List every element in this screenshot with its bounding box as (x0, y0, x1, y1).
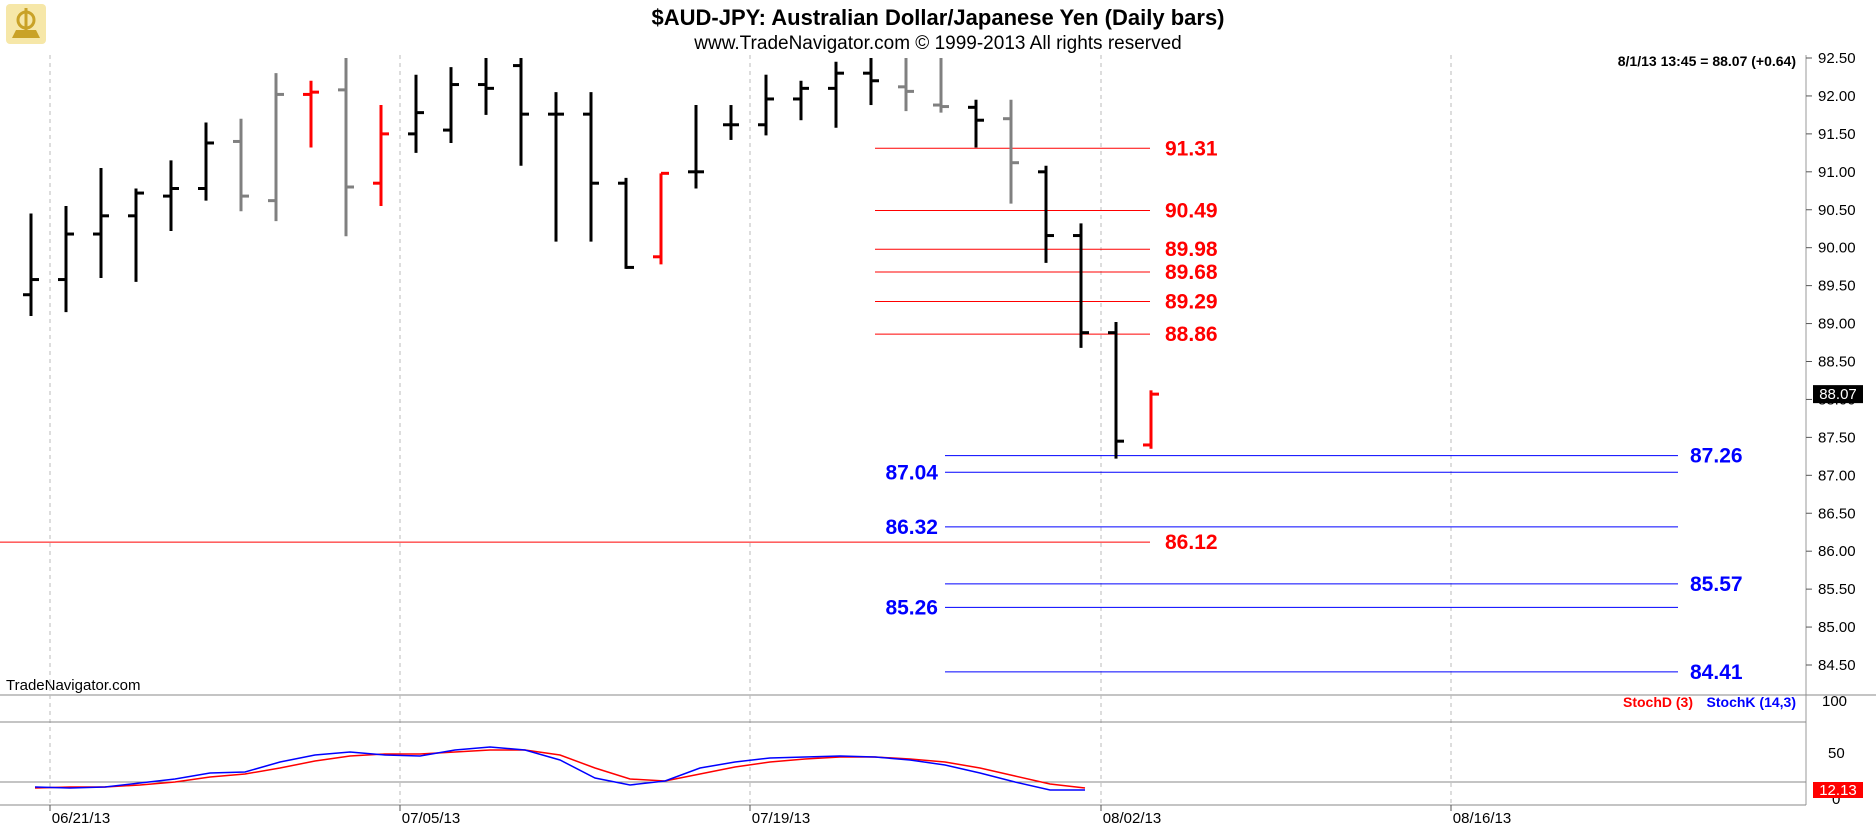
y-tick-label: 92.50 (1818, 50, 1856, 67)
stochk-line (34, 746, 1085, 791)
ohlc-bar (198, 122, 214, 201)
chart-subtitle: www.TradeNavigator.com © 1999-2013 All r… (693, 33, 1181, 54)
ohlc-bar (898, 58, 914, 112)
ohlc-bar (478, 58, 494, 115)
ohlc-bar (688, 105, 704, 189)
ohlc-bar (93, 168, 109, 279)
ohlc-bar (583, 92, 599, 242)
ohlc-bar (1003, 99, 1019, 204)
last-price-label: 88.07 (1819, 386, 1857, 403)
quote-readout: 8/1/13 13:45 = 88.07 (+0.64) (1618, 53, 1796, 69)
y-tick-label: 89.00 (1818, 316, 1856, 333)
ohlc-bar (758, 74, 774, 136)
resistance-label: 88.86 (1165, 323, 1218, 346)
ohlc-bar (828, 61, 844, 128)
y-tick-label: 88.50 (1818, 354, 1856, 371)
support-label: 85.57 (1690, 573, 1743, 596)
y-axis: 92.50 92.00 91.50 91.00 90.50 90.00 89.50 89.00… (1806, 50, 1856, 674)
ohlc-bar (933, 58, 949, 113)
support-label: 87.26 (1690, 445, 1743, 468)
support-label: 87.04 (885, 461, 938, 484)
stochd-line (34, 749, 1086, 789)
y-tick-label: 87.50 (1818, 429, 1856, 446)
support-label: 85.26 (885, 596, 938, 619)
ohlc-bar (233, 118, 249, 212)
ohlc-bar (408, 74, 424, 153)
stoch-tick-50: 50 (1828, 745, 1845, 762)
ohlc-bar (163, 160, 179, 231)
y-tick-label: 84.50 (1818, 657, 1856, 674)
resistance-label: 91.31 (1165, 137, 1218, 160)
ohlc-bar (1038, 165, 1054, 263)
stoch-tick-100: 100 (1822, 693, 1847, 710)
x-tick-label: 07/05/13 (402, 810, 460, 827)
y-tick-label: 92.00 (1818, 88, 1856, 105)
ohlc-bar (268, 73, 284, 222)
support-label: 86.32 (885, 516, 938, 539)
y-tick-label: 87.00 (1818, 467, 1856, 484)
x-tick-label: 08/02/13 (1103, 810, 1161, 827)
ohlc-bar (968, 99, 984, 148)
ohlc-bar (548, 92, 564, 242)
x-tick-label: 08/16/13 (1453, 810, 1511, 827)
ohlc-bar (1073, 223, 1089, 348)
y-tick-label: 90.00 (1818, 240, 1856, 257)
ohlc-bar (373, 105, 389, 206)
y-tick-label: 90.50 (1818, 202, 1856, 219)
ohlc-bar (128, 188, 144, 282)
resistance-label: 86.12 (1165, 531, 1218, 554)
ohlc-bar (513, 58, 529, 166)
y-tick-label: 85.50 (1818, 581, 1856, 598)
ohlc-bar (1143, 390, 1159, 449)
resistance-label: 89.98 (1165, 238, 1218, 261)
resistance-label: 89.68 (1165, 261, 1218, 284)
y-tick-label: 86.00 (1818, 543, 1856, 560)
stochk-legend: StochK (14,3) (1707, 694, 1796, 710)
stoch-tick-0: 0 (1832, 791, 1840, 808)
y-tick-label: 85.00 (1818, 619, 1856, 636)
stoch-last-value: 12.13 (1819, 782, 1857, 799)
x-tick-label: 06/21/13 (52, 810, 110, 827)
resistance-label: 90.49 (1165, 200, 1218, 223)
x-gridlines (49, 55, 1452, 805)
ohlc-bar (653, 171, 669, 265)
y-tick-label: 91.50 (1818, 126, 1856, 143)
ohlc-bar (23, 213, 39, 316)
stochastic-lines (34, 746, 1086, 791)
ohlc-bar (58, 205, 74, 313)
ohlc-bar (338, 58, 354, 237)
ohlc-bar (618, 177, 634, 269)
logo-icon (6, 4, 46, 44)
y-tick-label: 89.50 (1818, 278, 1856, 295)
ohlc-bar (443, 67, 459, 143)
last-price-marker: 88.07 (1813, 385, 1863, 404)
support-label: 84.41 (1690, 661, 1743, 684)
ohlc-bar (303, 80, 319, 148)
y-tick-label: 86.50 (1818, 505, 1856, 522)
x-axis: 06/21/13 07/05/13 07/19/13 08/02/13 08/16/13 (49, 805, 1511, 827)
stochd-legend: StochD (3) (1623, 694, 1693, 710)
resistance-label: 89.29 (1165, 291, 1218, 314)
ohlc-bar (723, 105, 739, 140)
x-tick-label: 07/19/13 (752, 810, 810, 827)
chart-title: $AUD-JPY: Australian Dollar/Japanese Yen… (651, 5, 1224, 30)
ohlc-bar (793, 80, 809, 121)
stoch-last-marker: 12.13 (1813, 782, 1863, 799)
ohlc-bar (1108, 322, 1124, 459)
ohlc-bar (863, 58, 879, 106)
watermark: TradeNavigator.com (6, 677, 141, 694)
ohlc-bars (23, 58, 1159, 459)
y-tick-label: 91.00 (1818, 164, 1856, 181)
